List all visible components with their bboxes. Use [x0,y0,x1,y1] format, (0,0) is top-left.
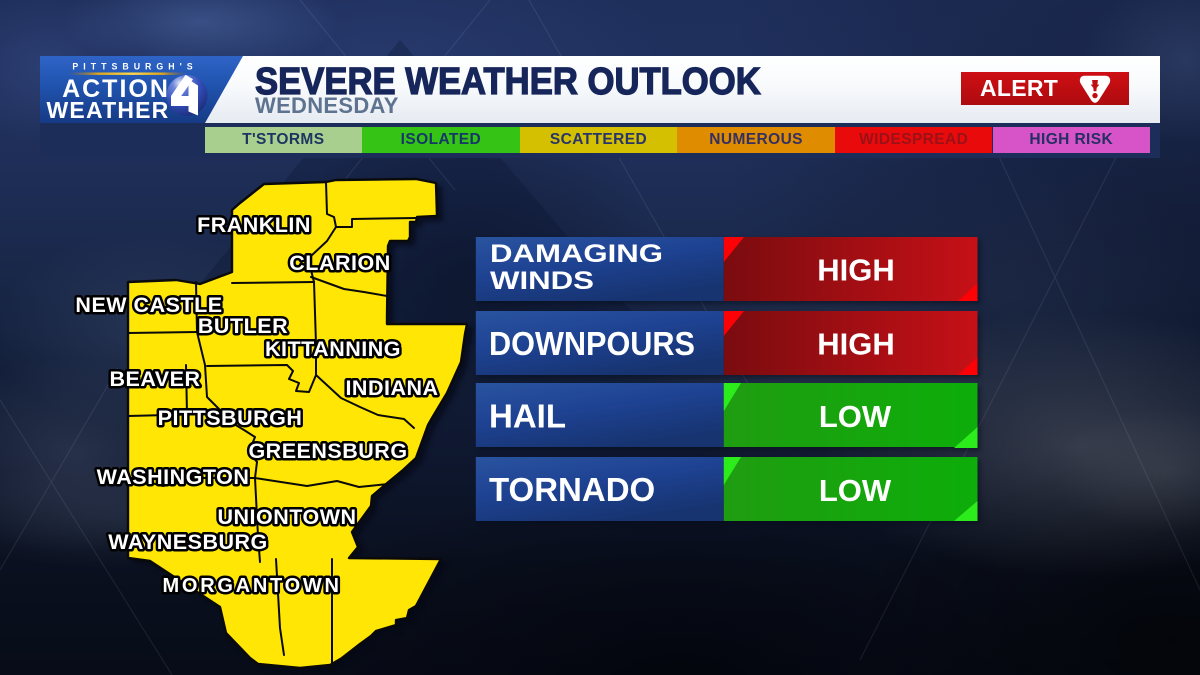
svg-text:PITTSBURGH: PITTSBURGH [158,406,303,430]
svg-text:WAYNESBURG: WAYNESBURG [108,530,268,554]
svg-text:WINDS: WINDS [490,267,594,295]
svg-text:PITTSBURGH'S: PITTSBURGH'S [72,62,197,72]
svg-text:HIGH: HIGH [817,327,895,362]
svg-text:HAIL: HAIL [489,398,566,435]
svg-text:ACTION: ACTION [62,75,170,103]
svg-text:LOW: LOW [819,399,892,434]
svg-text:DAMAGING: DAMAGING [490,240,663,268]
svg-text:BEAVER: BEAVER [109,367,200,391]
svg-text:WEATHER: WEATHER [47,97,170,123]
svg-text:WASHINGTON: WASHINGTON [97,465,250,489]
svg-text:HIGH: HIGH [817,253,895,288]
svg-text:DOWNPOURS: DOWNPOURS [489,325,695,362]
svg-text:TORNADO: TORNADO [489,471,655,508]
svg-text:UNIONTOWN: UNIONTOWN [217,505,356,529]
svg-text:BUTLER: BUTLER [198,314,288,338]
svg-text:LOW: LOW [819,473,892,508]
svg-text:NEW CASTLE: NEW CASTLE [75,293,222,317]
svg-text:KITTANNING: KITTANNING [265,337,401,361]
svg-text:INDIANA: INDIANA [345,376,438,400]
svg-text:GREENSBURG: GREENSBURG [248,439,407,463]
svg-text:FRANKLIN: FRANKLIN [197,213,311,237]
svg-text:CLARION: CLARION [289,251,390,275]
